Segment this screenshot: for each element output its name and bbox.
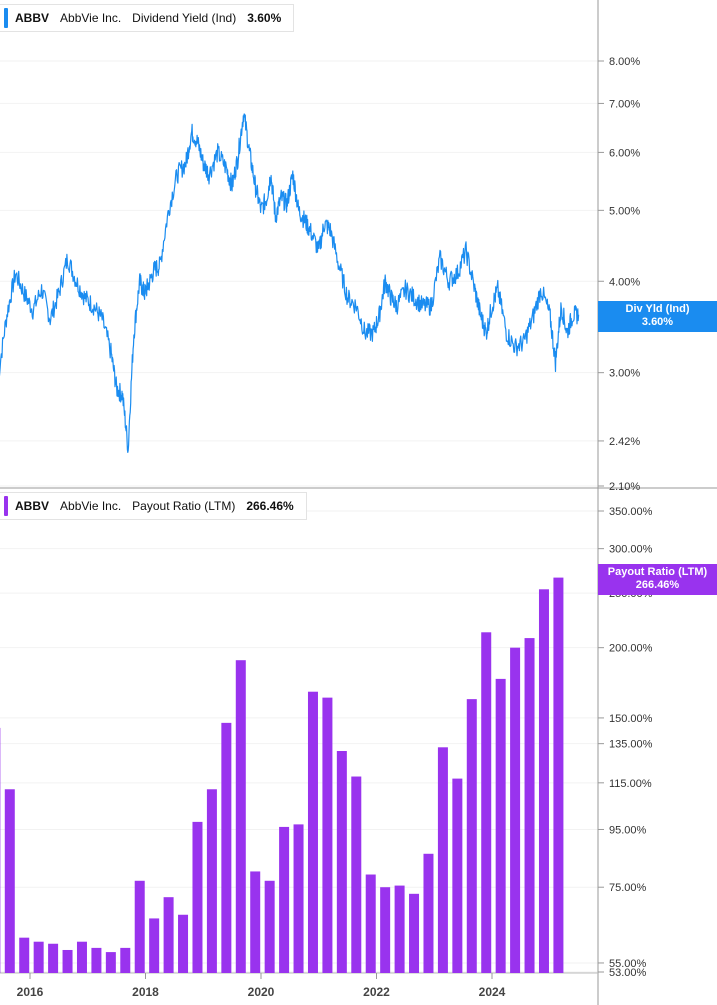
- payout-bar: [178, 914, 189, 973]
- x-tick-label: 2024: [479, 985, 506, 999]
- top-legend: ABBV AbbVie Inc. Dividend Yield (Ind) 3.…: [0, 4, 295, 32]
- top-y-tick-label: 2.42%: [609, 436, 640, 448]
- x-axis: 2016 2018 2020 2022 2024: [17, 973, 506, 999]
- payout-bar: [76, 941, 87, 973]
- payout-bar: [250, 871, 261, 973]
- bottom-y-tick-label: 115.00%: [609, 778, 652, 790]
- payout-bar: [206, 789, 217, 973]
- x-tick-label: 2022: [363, 985, 390, 999]
- bottom-legend: ABBV AbbVie Inc. Payout Ratio (LTM) 266.…: [0, 492, 307, 520]
- bottom-y-axis: 53.00%55.00% 75.00% 95.00% 115.00% 135.00% 15…: [598, 506, 653, 979]
- bottom-tag-value: 266.46%: [635, 579, 680, 591]
- payout-bar: [293, 824, 304, 973]
- bottom-y-tick-label: 350.00%: [609, 506, 653, 518]
- payout-bar: [510, 647, 521, 973]
- payout-bar: [4, 789, 15, 973]
- top-y-axis: 2.10% 2.42% 3.00% 4.00% 5.00% 6.00% 7.00% 8.00%: [598, 56, 640, 493]
- payout-bar: [91, 947, 102, 973]
- payout-bar: [437, 747, 448, 973]
- bottom-legend-ticker: ABBV: [15, 499, 50, 513]
- payout-bar: [105, 952, 116, 973]
- bottom-legend-metric: Payout Ratio (LTM): [132, 499, 236, 513]
- top-panel-gridlines: [0, 60, 598, 487]
- top-y-tick-label: 3.00%: [609, 368, 640, 380]
- payout-bar: [235, 660, 246, 973]
- top-legend-metric: Dividend Yield (Ind): [132, 11, 237, 25]
- dividend-yield-line: [0, 113, 580, 453]
- payout-bar: [134, 880, 145, 973]
- bottom-y-tick-label: 55.00%: [609, 958, 647, 970]
- top-legend-swatch: [4, 8, 8, 28]
- payout-bar: [264, 880, 275, 973]
- payout-bar: [163, 897, 174, 973]
- payout-bar: [553, 577, 564, 973]
- bottom-current-value-tag: Payout Ratio (LTM) 266.46%: [598, 564, 717, 595]
- payout-bar: [48, 943, 59, 973]
- payout-bar: [120, 947, 131, 973]
- x-tick-label: 2016: [17, 985, 44, 999]
- payout-bar: [62, 949, 73, 973]
- payout-bar: [149, 918, 160, 973]
- payout-bar: [322, 697, 333, 973]
- payout-bar: [33, 941, 44, 973]
- bottom-y-tick-label: 75.00%: [609, 882, 647, 894]
- payout-bar: [423, 853, 434, 973]
- bottom-y-tick-label: 200.00%: [609, 643, 653, 655]
- bottom-y-tick-label: 95.00%: [609, 824, 647, 836]
- bottom-legend-value: 266.46%: [246, 499, 294, 513]
- payout-ratio-series: [0, 577, 564, 973]
- top-legend-company: AbbVie Inc.: [60, 11, 122, 25]
- payout-bar: [538, 589, 549, 973]
- payout-bar: [495, 678, 506, 973]
- top-tag-value: 3.60%: [641, 316, 674, 328]
- payout-bar: [452, 778, 463, 973]
- dividend-yield-series: [0, 113, 580, 453]
- bottom-y-tick-label: 150.00%: [609, 713, 653, 725]
- top-legend-ticker: ABBV: [15, 11, 50, 25]
- x-tick-label: 2020: [248, 985, 275, 999]
- top-current-value-tag: Div Yld (Ind) 3.60%: [598, 301, 717, 332]
- bottom-y-tick-label: 135.00%: [609, 739, 653, 751]
- top-legend-value: 3.60%: [247, 11, 282, 25]
- bottom-y-tick-label: 53.00%: [609, 967, 647, 979]
- top-y-tick-label: 2.10%: [609, 481, 640, 493]
- bottom-legend-company: AbbVie Inc.: [60, 499, 122, 513]
- payout-bar: [279, 826, 290, 973]
- payout-bar: [409, 893, 420, 973]
- top-y-tick-label: 5.00%: [609, 205, 640, 217]
- top-y-tick-label: 4.00%: [609, 276, 640, 288]
- payout-bar: [481, 632, 492, 973]
- payout-bar: [466, 699, 477, 973]
- top-tag-label: Div Yld (Ind): [625, 303, 690, 315]
- payout-bar: [365, 874, 376, 973]
- payout-bar: [380, 887, 391, 973]
- payout-bar: [524, 638, 535, 973]
- top-y-tick-label: 7.00%: [609, 98, 640, 110]
- payout-bar: [351, 776, 362, 973]
- top-y-tick-label: 8.00%: [609, 56, 640, 68]
- payout-bar: [307, 691, 318, 973]
- bottom-tag-label: Payout Ratio (LTM): [607, 566, 708, 578]
- top-y-tick-label: 6.00%: [609, 147, 640, 159]
- bottom-legend-swatch: [4, 496, 8, 516]
- x-tick-label: 2018: [132, 985, 159, 999]
- payout-bar: [336, 751, 347, 973]
- bottom-y-tick-label: 300.00%: [609, 544, 653, 556]
- payout-bar: [192, 821, 203, 973]
- payout-bar: [394, 885, 405, 973]
- payout-bar: [221, 722, 232, 973]
- payout-bar: [19, 937, 30, 973]
